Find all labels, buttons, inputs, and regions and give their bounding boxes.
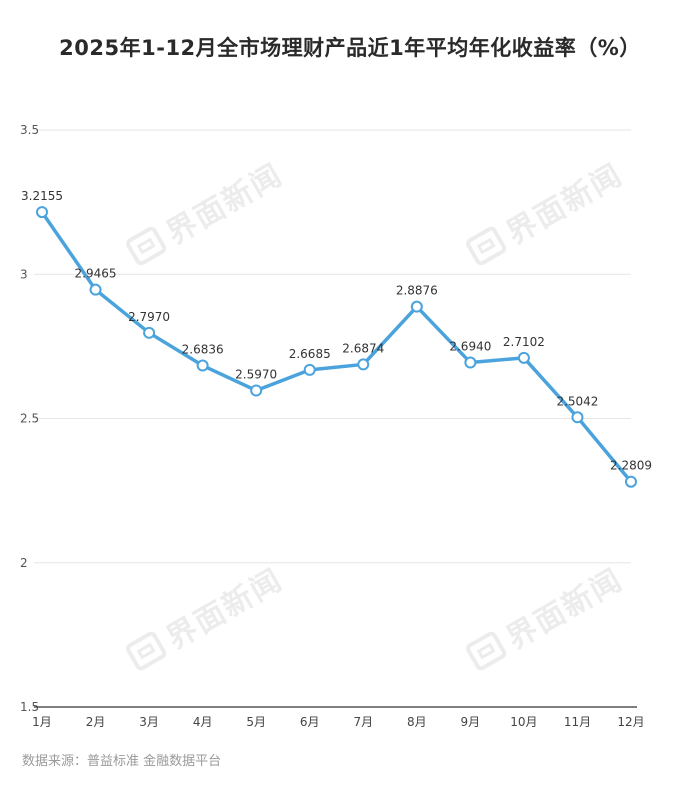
data-label: 2.6940	[449, 340, 491, 354]
x-tick-label: 3月	[139, 715, 159, 729]
data-label: 2.6685	[289, 347, 331, 361]
data-point	[143, 326, 156, 339]
data-point	[625, 475, 637, 488]
x-tick-label: 1月	[32, 715, 52, 729]
data-point	[571, 411, 584, 424]
data-label: 2.7970	[128, 310, 170, 324]
data-label: 2.6874	[342, 341, 384, 355]
data-point	[196, 359, 209, 372]
data-label: 2.5042	[556, 394, 598, 408]
data-label: 2.6836	[182, 343, 224, 357]
series-line	[40, 210, 633, 484]
data-point	[36, 206, 48, 219]
x-tick-label: 5月	[246, 715, 266, 729]
chart-title: 2025年1-12月全市场理财产品近1年平均年化收益率（%）	[59, 36, 641, 60]
x-tick-label: 2月	[86, 715, 106, 729]
data-point	[303, 363, 316, 376]
y-tick-label: 3	[20, 267, 28, 281]
y-tick-label: 2	[20, 556, 28, 570]
data-point	[357, 358, 370, 371]
x-tick-label: 9月	[461, 715, 481, 729]
data-point	[464, 356, 477, 369]
x-tick-label: 11月	[564, 715, 591, 729]
x-tick-label: 8月	[407, 715, 427, 729]
x-tick-label: 6月	[300, 715, 320, 729]
y-tick-label: 3.5	[20, 123, 39, 137]
data-label: 2.8876	[396, 284, 438, 298]
data-label: 3.2155	[21, 189, 63, 203]
data-label: 2.2809	[610, 459, 652, 473]
data-label: 2.5970	[235, 368, 277, 382]
y-tick-label: 2.5	[20, 412, 39, 426]
data-point	[250, 384, 263, 397]
data-point	[410, 300, 423, 313]
data-point	[517, 351, 530, 364]
x-tick-label: 12月	[617, 715, 644, 729]
y-tick-label: 1.5	[20, 700, 39, 714]
x-tick-label: 10月	[510, 715, 537, 729]
x-tick-label: 4月	[193, 715, 213, 729]
x-tick-label: 7月	[353, 715, 373, 729]
data-label: 2.7102	[503, 335, 545, 349]
source-note: 数据来源：普益标准 金融数据平台	[22, 754, 222, 769]
data-point	[89, 283, 102, 296]
data-label: 2.9465	[75, 267, 117, 281]
